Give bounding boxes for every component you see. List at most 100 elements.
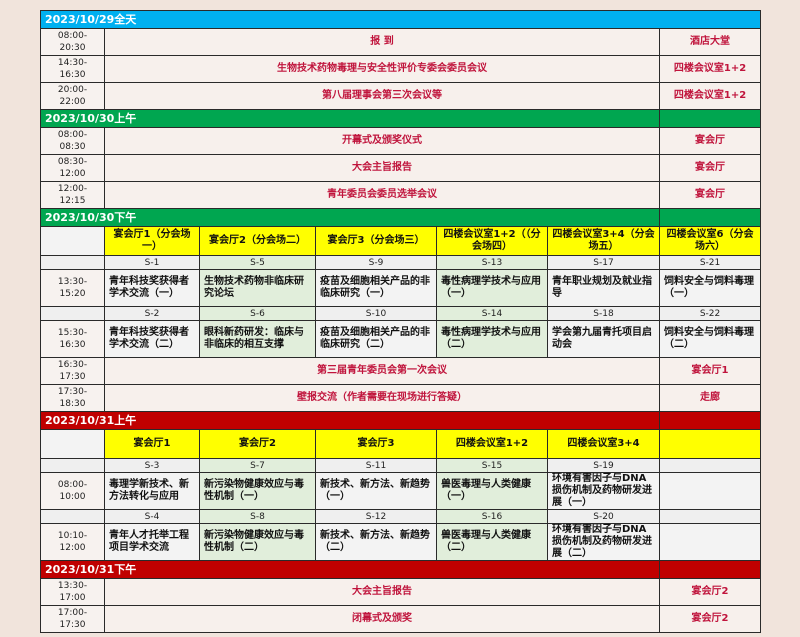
session-code: S-17 (547, 255, 660, 270)
time-slot: 17:00- 17:30 (40, 605, 105, 633)
room-name: 宴会厅2（分会场二） (199, 226, 316, 256)
session-title: 饲料安全与饲料毒理（一） (658, 269, 762, 307)
time-slot: 13:30- 15:20 (40, 269, 105, 307)
plenary-row: 08:00- 20:30 报 到酒店大堂 (40, 28, 762, 56)
room-name: 宴会厅1 (104, 429, 200, 459)
day-header-venue-blank (658, 411, 762, 430)
session-code: S-2 (104, 306, 200, 321)
blank-cell (40, 226, 105, 256)
session-title: 新污染物健康效应与毒性机制（一） (199, 472, 316, 510)
plenary-row: 20:00- 22:00 第八届理事会第三次会议等 四楼会议室1+2 (40, 82, 762, 110)
room-name: 四楼会议室1+2 (436, 429, 548, 459)
room-name: 四楼会议室1+2（（分会场四） (436, 226, 548, 256)
event-venue: 宴会厅2 (658, 578, 762, 606)
event-title: 报 到 (104, 28, 660, 56)
blank-cell (40, 458, 105, 473)
rooms-row: 宴会厅1（分会场一） 宴会厅2（分会场二） 宴会厅3（分会场三） 四楼会议室1+2（（… (40, 226, 762, 256)
event-venue: 宴会厅1 (658, 357, 762, 385)
session-code: S-1 (104, 255, 200, 270)
session-title: 毒性病理学技术与应用（一） (436, 269, 548, 307)
session-code (658, 509, 762, 524)
session-code: S-20 (547, 509, 660, 524)
time-slot: 10:10- 12:00 (40, 523, 105, 561)
session-code: S-10 (315, 306, 437, 321)
session-code: S-7 (199, 458, 316, 473)
room-name: 四楼会议室3+4（分会场五） (547, 226, 660, 256)
room-name: 四楼会议室6（分会场六） (658, 226, 762, 256)
event-title: 大会主旨报告 (104, 154, 660, 182)
session-title: 青年职业规划及就业指导 (547, 269, 660, 307)
room-name: 宴会厅2 (199, 429, 316, 459)
time-slot: 12:00- 12:15 (40, 181, 105, 209)
session-title: 兽医毒理与人类健康（一） (436, 472, 548, 510)
session-title: 新技术、新方法、新趋势（一） (315, 472, 437, 510)
event-venue: 宴会厅2 (658, 605, 762, 633)
day-header-venue-blank (658, 560, 762, 579)
session-code: S-22 (658, 306, 762, 321)
event-title: 第三届青年委员会第一次会议 (104, 357, 660, 385)
day-header: 2023/10/31上午 (40, 411, 660, 430)
session-title: 学会第九届青托项目启动会 (547, 320, 660, 358)
session-title: 青年人才托举工程项目学术交流 (104, 523, 200, 561)
time-slot: 08:00- 08:30 (40, 127, 105, 155)
blank-cell (40, 306, 105, 321)
session-title: 生物技术药物非临床研究论坛 (199, 269, 316, 307)
codes-row: S-1 S-5 S-9 S-13 S-17 S-21 (40, 255, 762, 270)
session-code: S-9 (315, 255, 437, 270)
session-code: S-21 (658, 255, 762, 270)
session-code: S-14 (436, 306, 548, 321)
rooms-row: 宴会厅1 宴会厅2 宴会厅3 四楼会议室1+2 四楼会议室3+4 (40, 429, 762, 459)
codes-row: S-4 S-8 S-12 S-16 S-20 (40, 509, 762, 524)
plenary-row: 13:30- 17:00 大会主旨报告 宴会厅2 (40, 578, 762, 606)
sessions-row: 08:00- 10:00 毒理学新技术、新方法转化与应用 新污染物健康效应与毒性机制… (40, 472, 762, 510)
session-code: S-8 (199, 509, 316, 524)
event-title: 壁报交流（作者需要在现场进行答疑） (104, 384, 660, 412)
day-row: 2023/10/30下午 (40, 208, 762, 227)
event-title: 大会主旨报告 (104, 578, 660, 606)
session-title (658, 523, 762, 561)
session-code: S-6 (199, 306, 316, 321)
session-code: S-11 (315, 458, 437, 473)
event-venue: 四楼会议室1+2 (658, 82, 762, 110)
time-slot: 13:30- 17:00 (40, 578, 105, 606)
day-row: 2023/10/30上午 (40, 109, 762, 128)
event-venue: 走廊 (658, 384, 762, 412)
day-row: 2023/10/29全天 (39, 10, 762, 29)
time-slot: 08:00- 20:30 (40, 28, 105, 56)
conference-schedule-table: 2023/10/29全天 08:00- 20:30 报 到酒店大堂 14:30- 16… (39, 10, 762, 633)
event-title: 第八届理事会第三次会议等 (104, 82, 660, 110)
event-title: 生物技术药物毒理与安全性评价专委会委员会议 (104, 55, 660, 83)
room-name: 四楼会议室3+4 (547, 429, 660, 459)
session-code: S-15 (436, 458, 548, 473)
session-title (658, 472, 762, 510)
event-venue: 宴会厅 (658, 181, 762, 209)
time-slot: 15:30- 16:30 (40, 320, 105, 358)
day-header: 2023/10/30上午 (40, 109, 660, 128)
session-title: 新污染物健康效应与毒性机制（二） (199, 523, 316, 561)
plenary-row: 08:00- 08:30 开幕式及颁奖仪式 宴会厅 (40, 127, 762, 155)
time-slot: 14:30- 16:30 (40, 55, 105, 83)
session-title: 饲料安全与饲料毒理（二） (658, 320, 762, 358)
day-header-venue-blank (658, 208, 762, 227)
session-title: 环境有害因子与DNA损伤机制及药物研发进展（二） (547, 523, 660, 561)
session-code: S-16 (436, 509, 548, 524)
session-title: 环境有害因子与DNA损伤机制及药物研发进展（一） (547, 472, 660, 510)
codes-row: S-3 S-7 S-11 S-15 S-19 (40, 458, 762, 473)
event-venue: 宴会厅 (658, 154, 762, 182)
event-title: 闭幕式及颁奖 (104, 605, 660, 633)
time-slot: 20:00- 22:00 (40, 82, 105, 110)
session-title: 兽医毒理与人类健康（二） (436, 523, 548, 561)
day-header: 2023/10/31下午 (40, 560, 660, 579)
time-slot: 17:30- 18:30 (40, 384, 105, 412)
event-title: 青年委员会委员选举会议 (104, 181, 660, 209)
blank-cell (40, 509, 105, 524)
session-code: S-13 (436, 255, 548, 270)
room-name: 宴会厅3（分会场三） (315, 226, 437, 256)
plenary-row: 16:30- 17:30 第三届青年委员会第一次会议 宴会厅1 (40, 357, 762, 385)
day-header-venue-blank (658, 109, 762, 128)
plenary-row: 17:00- 17:30 闭幕式及颁奖 宴会厅2 (40, 605, 762, 633)
sessions-row: 15:30- 16:30 青年科技奖获得者学术交流（二） 眼科新药研发：临床与非临床… (40, 320, 762, 358)
room-name: 宴会厅3 (315, 429, 437, 459)
event-venue: 酒店大堂 (658, 28, 762, 56)
session-code: S-18 (547, 306, 660, 321)
